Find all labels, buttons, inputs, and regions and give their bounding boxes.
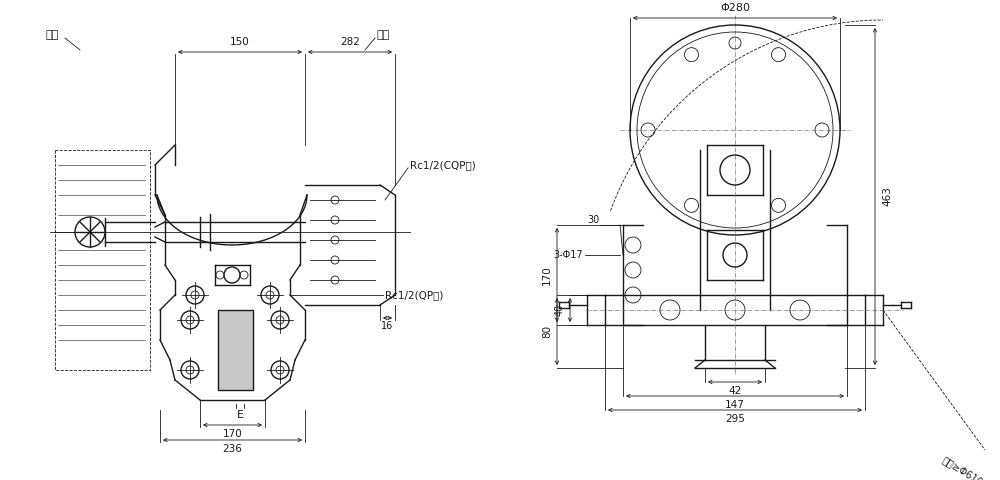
Text: 80: 80 — [542, 325, 552, 338]
Text: Rc1/2(QP型): Rc1/2(QP型) — [385, 290, 443, 300]
Text: 147: 147 — [725, 400, 745, 410]
Text: E: E — [237, 410, 244, 420]
Text: Rc1/2(CQP型): Rc1/2(CQP型) — [410, 160, 476, 170]
Bar — [218, 310, 253, 390]
Text: 282: 282 — [340, 37, 360, 47]
Text: 盘径≥Φ610: 盘径≥Φ610 — [941, 455, 985, 480]
Text: Φ280: Φ280 — [720, 3, 750, 13]
Text: 463: 463 — [882, 187, 892, 206]
Text: 170: 170 — [542, 265, 552, 285]
Text: 左式: 左式 — [45, 30, 58, 40]
Text: 3-Φ17: 3-Φ17 — [553, 250, 583, 260]
Text: 295: 295 — [725, 414, 745, 424]
Text: 右式: 右式 — [377, 30, 390, 40]
Text: 170: 170 — [223, 429, 242, 439]
Text: 42: 42 — [728, 386, 742, 396]
Text: 40: 40 — [555, 304, 565, 316]
Text: 16: 16 — [381, 321, 394, 331]
Text: 150: 150 — [230, 37, 250, 47]
Text: 30: 30 — [588, 215, 600, 225]
Text: 236: 236 — [223, 444, 242, 454]
